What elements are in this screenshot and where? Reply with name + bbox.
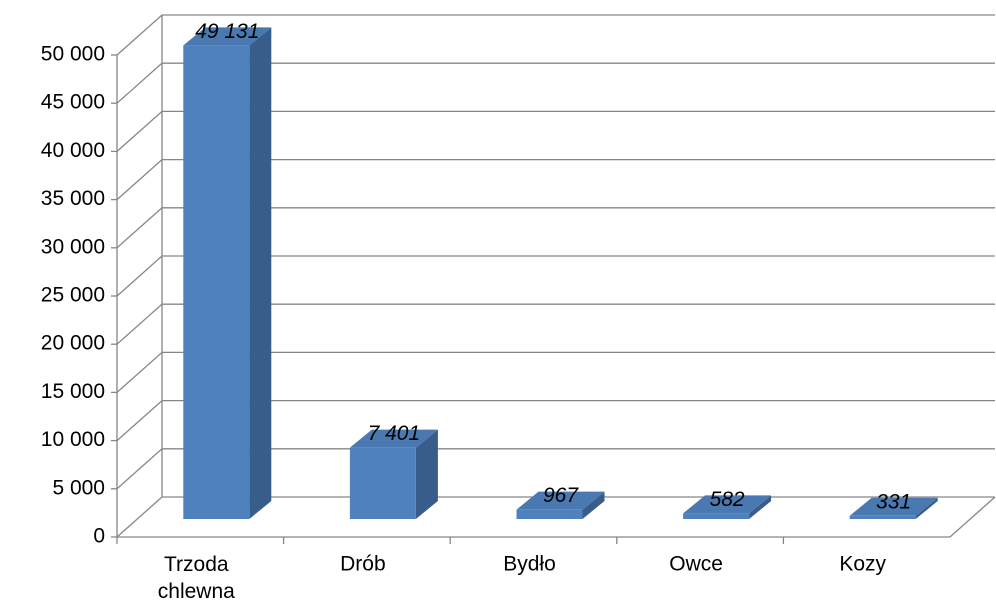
grid-line xyxy=(116,158,995,201)
bar-side xyxy=(415,429,438,519)
bar-top xyxy=(516,491,605,510)
grid-line xyxy=(116,14,995,56)
y-tick-label: 40 000 xyxy=(41,139,105,162)
x-tick-label: Owce xyxy=(669,553,723,576)
value-label: 49 131 xyxy=(195,20,259,43)
y-tick-label: 30 000 xyxy=(41,235,105,258)
y-tick-label: 15 000 xyxy=(41,380,105,403)
y-tick-label: 50 000 xyxy=(41,43,105,66)
bar xyxy=(849,497,938,519)
y-tick-label: 25 000 xyxy=(41,284,105,307)
y-tick-label: 10 000 xyxy=(41,428,105,451)
bar xyxy=(349,429,438,519)
y-tick-label: 35 000 xyxy=(41,187,105,210)
grid-line xyxy=(116,62,995,104)
grid-line xyxy=(116,110,995,152)
bar xyxy=(683,495,772,519)
x-tick-label: Trzoda chlewna xyxy=(158,553,235,603)
bar-front xyxy=(516,509,583,519)
x-tick-label: Drób xyxy=(340,553,386,576)
grid-line xyxy=(116,351,995,393)
bar-top xyxy=(183,27,272,46)
grid-line xyxy=(116,303,995,345)
bar-side xyxy=(915,497,938,519)
bar-top xyxy=(683,495,772,514)
grid-line xyxy=(116,255,995,297)
y-tick-label: 5 000 xyxy=(52,476,105,499)
value-label: 967 xyxy=(543,484,579,507)
bar xyxy=(183,27,272,519)
bar-side xyxy=(582,491,605,519)
value-label: 7 401 xyxy=(368,422,421,445)
y-tick-label: 45 000 xyxy=(41,91,105,114)
x-tick-label: Kozy xyxy=(839,553,886,576)
y-tick-label: 0 xyxy=(93,525,105,548)
y-tick-label: 20 000 xyxy=(41,332,105,355)
bar-front xyxy=(349,447,416,519)
grid-line xyxy=(116,399,995,442)
grid-line xyxy=(116,448,995,490)
bar-front xyxy=(183,45,250,519)
bar-top xyxy=(349,429,438,448)
bar-top xyxy=(849,497,938,516)
floor-edge xyxy=(117,496,996,538)
bar-side xyxy=(249,27,272,519)
bar-front xyxy=(683,513,750,519)
value-label: 331 xyxy=(876,490,911,513)
bar-front xyxy=(849,515,916,519)
grid-line xyxy=(116,207,995,249)
x-tick-label: Bydło xyxy=(503,553,556,576)
bar-side xyxy=(749,495,772,519)
bar xyxy=(516,491,605,519)
value-label: 582 xyxy=(710,488,745,511)
